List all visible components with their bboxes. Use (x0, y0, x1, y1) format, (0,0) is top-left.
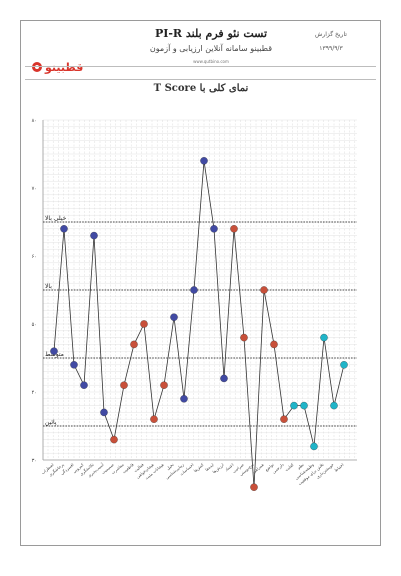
section-divider (25, 79, 376, 80)
data-point (290, 401, 298, 410)
test-title: تست نئو فرم بلند PI-R (154, 27, 268, 40)
report-header: قطبینو تست نئو فرم بلند PI-R قطبینو ساما… (21, 21, 380, 74)
data-point (50, 347, 58, 355)
data-point (280, 415, 288, 423)
report-date: ۱۳۹۹/۹/۳ (319, 45, 343, 52)
data-point (140, 320, 148, 328)
data-point (190, 286, 198, 294)
x-tick-label: کنش‌ها (193, 462, 205, 473)
data-point (180, 395, 188, 403)
data-point (220, 374, 228, 383)
data-point (80, 381, 88, 389)
data-point (320, 333, 328, 342)
x-tick-label: احتیاط (333, 462, 345, 473)
x-tick-label: کفایت (284, 462, 295, 472)
data-point (340, 361, 348, 369)
data-point (130, 340, 138, 349)
data-point (120, 381, 128, 389)
x-tick-label: تواضع (264, 462, 275, 472)
y-tick-label: ۳۰ (32, 458, 37, 464)
data-point (330, 401, 338, 410)
x-tick-label: فعالیت (133, 462, 145, 473)
chart-title: نمای کلی با T Score (153, 83, 249, 94)
x-tick-label: نظم (296, 462, 305, 470)
logo-text: قطبینو (45, 60, 84, 74)
test-subtitle: قطبینو سامانه آنلاین ارزیابی و آزمون (149, 44, 273, 53)
brand-logo: قطبینو (32, 59, 83, 75)
x-tick-label: اعتماد (224, 462, 235, 472)
data-point (300, 401, 308, 410)
logo-ring-icon (32, 62, 42, 72)
x-tick-label: ایده‌ها (204, 462, 215, 472)
data-point (90, 231, 98, 240)
data-point (110, 435, 118, 444)
report-date-label: تاریخ گزارش (315, 31, 347, 38)
data-point (150, 415, 158, 423)
data-point (60, 225, 68, 233)
y-tick-label: ۸۰ (32, 118, 37, 124)
data-point (70, 361, 78, 369)
data-point (170, 313, 178, 321)
data-point (240, 333, 248, 342)
y-tick-label: ۶۰ (32, 254, 37, 260)
site-url: www.qutbino.com (193, 59, 229, 64)
y-tick-label: ۴۰ (32, 390, 37, 396)
data-point (160, 381, 168, 389)
data-point (100, 408, 108, 417)
reference-line-label: پائین (45, 419, 57, 426)
data-point (210, 225, 218, 233)
x-tick-label: تخیل (165, 462, 174, 471)
y-tick-label: ۷۰ (32, 186, 37, 192)
y-tick-label: ۵۰ (32, 322, 37, 328)
reference-line-label: خیلی بالا (45, 215, 67, 222)
data-point (310, 442, 318, 451)
data-point (200, 157, 208, 165)
data-point (260, 286, 268, 294)
data-point (250, 483, 258, 491)
data-point (270, 340, 278, 349)
data-point (230, 225, 238, 233)
reference-line-label: بالا (45, 283, 52, 290)
header-divider (25, 66, 376, 67)
